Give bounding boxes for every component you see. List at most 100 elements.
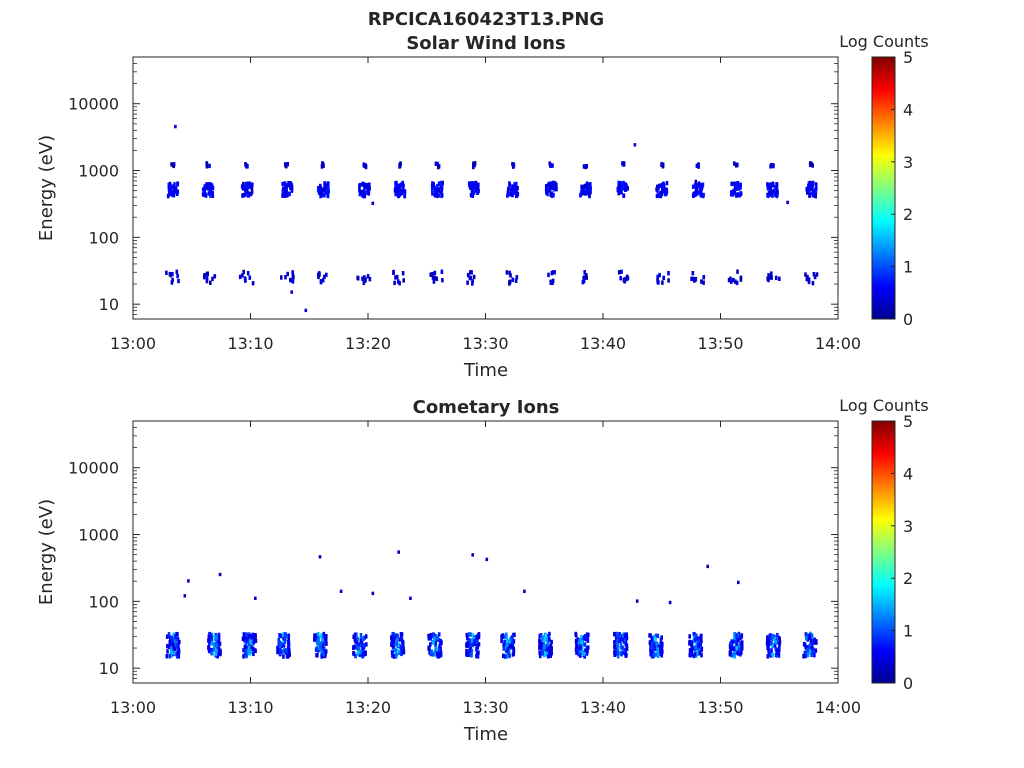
spectrogram-cell	[579, 192, 582, 198]
spectrogram-cell	[809, 638, 813, 644]
spectrogram-cell	[730, 181, 733, 187]
spectrogram-cell	[429, 636, 433, 641]
spectrogram-cell	[616, 650, 620, 655]
spectrogram-cell	[475, 654, 478, 659]
spectrogram-cell	[697, 643, 700, 648]
spectrogram-cell	[254, 648, 257, 653]
spectrogram-cell	[211, 185, 215, 191]
spectrogram-cell	[323, 181, 326, 186]
spectrogram-cell	[544, 648, 548, 653]
spectrogram-cell	[253, 634, 256, 639]
spectrogram-cell	[613, 631, 616, 637]
spectrogram-cell	[807, 189, 811, 194]
spectrogram-cell	[650, 645, 653, 650]
spectrogram-cell	[735, 163, 738, 168]
spectrogram-cell	[316, 631, 320, 637]
spectrogram-cell	[469, 641, 473, 647]
spectrogram-cell	[316, 188, 320, 193]
spectrogram-cell	[471, 279, 474, 284]
spectrogram-outlier	[668, 600, 672, 605]
spectrogram-cell	[357, 646, 360, 651]
spectrogram-cell	[658, 272, 661, 278]
cometary-colorbar-label: Log Counts	[839, 396, 929, 415]
spectrogram-cell	[433, 193, 437, 198]
spectrogram-cell	[576, 637, 580, 642]
spectrogram-cell	[550, 649, 553, 655]
spectrogram-cell	[698, 650, 701, 655]
spectrogram-cell	[392, 654, 396, 659]
spectrogram-cell	[772, 189, 775, 194]
spectrogram-cell	[543, 645, 546, 650]
spectrogram-cell	[205, 278, 209, 284]
spectrogram-cell	[327, 186, 330, 191]
spectrogram-cell	[513, 182, 516, 187]
spectrogram-cell	[511, 184, 514, 189]
spectrogram-cell	[245, 188, 248, 193]
solar-wind-colorbar-scale	[871, 56, 896, 320]
spectrogram-cell	[502, 653, 505, 658]
spectrogram-cell	[624, 187, 627, 192]
spectrogram-cell	[769, 274, 773, 280]
spectrogram-cell	[287, 642, 291, 648]
spectrogram-cell	[620, 190, 623, 195]
spectrogram-cell	[738, 186, 741, 191]
spectrogram-cell	[441, 278, 444, 283]
spectrogram-cell	[508, 270, 511, 276]
spectrogram-outlier	[737, 580, 740, 585]
spectrogram-cell	[468, 639, 471, 644]
spectrogram-cell	[771, 633, 775, 639]
spectrogram-cell	[507, 192, 511, 197]
spectrogram-cell	[548, 187, 551, 193]
spectrogram-cell	[471, 641, 474, 646]
spectrogram-cell	[655, 641, 658, 646]
spectrogram-cell	[814, 648, 818, 653]
spectrogram-cell	[249, 640, 252, 645]
spectrogram-cell	[548, 637, 551, 642]
spectrogram-cell	[623, 183, 626, 188]
spectrogram-cell	[500, 634, 503, 639]
spectrogram-cell	[777, 635, 781, 641]
spectrogram-cell	[771, 643, 774, 649]
spectrogram-cell	[290, 188, 294, 193]
spectrogram-cell	[362, 193, 365, 199]
spectrogram-cell	[730, 642, 734, 647]
spectrogram-cell	[625, 635, 629, 641]
spectrogram-cell	[322, 187, 325, 193]
spectrogram-cell	[209, 280, 212, 285]
spectrogram-cell	[359, 638, 363, 644]
spectrogram-cell	[538, 638, 541, 643]
spectrogram-cell	[172, 163, 175, 169]
spectrogram-cell	[278, 640, 281, 646]
spectrogram-cell	[316, 653, 319, 658]
spectrogram-cell	[319, 187, 322, 192]
spectrogram-cell	[661, 280, 664, 285]
spectrogram-cell	[254, 638, 258, 643]
spectrogram-cell	[246, 193, 250, 198]
spectrogram-cell	[549, 192, 552, 197]
spectrogram-cell	[544, 651, 547, 656]
spectrogram-cell	[695, 163, 699, 168]
spectrogram-cell	[688, 641, 691, 646]
spectrogram-cell	[733, 635, 736, 641]
spectrogram-cell	[547, 641, 550, 646]
spectrogram-cell	[243, 276, 247, 281]
spectrogram-cell	[282, 632, 285, 637]
cometary-colorbar-scale	[871, 420, 896, 684]
spectrogram-cell	[210, 636, 214, 642]
spectrogram-cell	[175, 631, 178, 637]
spectrogram-cell	[174, 186, 178, 192]
spectrogram-cell	[507, 653, 511, 658]
spectrogram-cell	[733, 646, 736, 651]
spectrogram-cell	[690, 642, 693, 647]
spectrogram-cell	[771, 652, 774, 657]
spectrogram-cell	[657, 185, 660, 191]
spectrogram-cell	[734, 279, 737, 284]
spectrogram-cell	[618, 638, 622, 643]
spectrogram-cell	[402, 278, 405, 283]
spectrogram-cell	[585, 646, 589, 651]
spectrogram-cell	[508, 183, 512, 188]
spectrogram-cell	[283, 181, 287, 186]
spectrogram-cell	[623, 637, 626, 643]
spectrogram-cell	[584, 189, 588, 195]
